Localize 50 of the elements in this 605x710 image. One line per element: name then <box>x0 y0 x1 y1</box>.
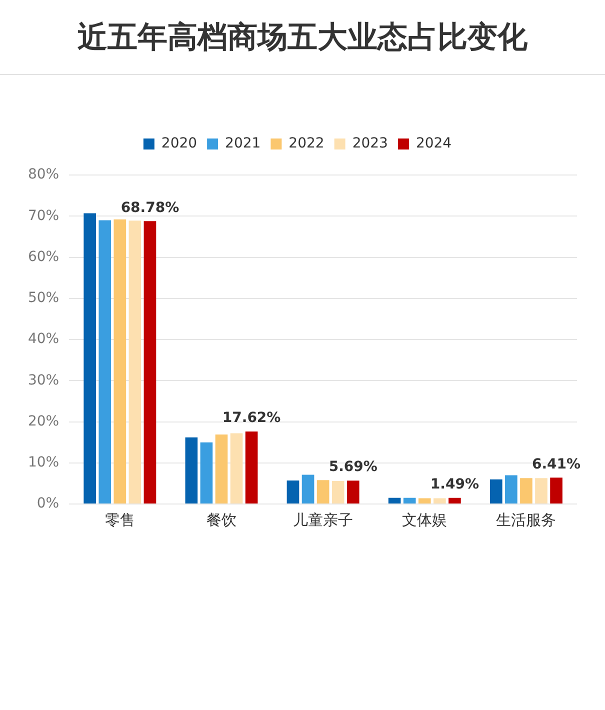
x-tick-label: 餐饮 <box>206 510 236 529</box>
data-label: 6.41% <box>532 456 581 472</box>
y-tick-label: 50% <box>28 290 60 306</box>
bar <box>403 498 416 504</box>
bar <box>535 478 548 504</box>
data-label: 1.49% <box>430 476 479 493</box>
chart-title: 近五年高档商场五大业态占比变化 <box>78 18 528 56</box>
bar <box>215 434 228 504</box>
legend-label: 2021 <box>225 136 261 152</box>
bar <box>520 478 532 504</box>
data-label: 17.62% <box>222 410 281 426</box>
bar <box>185 437 198 504</box>
bar <box>505 475 518 504</box>
bar <box>434 498 446 504</box>
bar <box>418 498 431 504</box>
bar <box>114 219 126 504</box>
bar <box>316 480 330 504</box>
x-tick-label: 文体娱 <box>402 510 448 529</box>
y-tick-label: 20% <box>28 413 60 430</box>
bar <box>84 213 96 504</box>
bar <box>490 479 502 504</box>
y-tick-label: 10% <box>28 454 60 471</box>
legend-label: 2024 <box>416 136 452 152</box>
bar <box>332 480 344 504</box>
legend-label: 2020 <box>161 136 198 152</box>
y-tick-label: 30% <box>28 372 60 388</box>
bar <box>302 474 314 504</box>
bar <box>448 498 461 504</box>
bar <box>346 480 360 504</box>
bar <box>388 498 401 504</box>
bar <box>200 442 213 504</box>
bar <box>144 221 156 504</box>
x-tick-label: 生活服务 <box>496 510 556 529</box>
bar <box>98 220 112 504</box>
x-tick-label: 儿童亲子 <box>293 510 354 529</box>
y-tick-label: 80% <box>28 166 60 183</box>
legend-label: 2022 <box>288 136 324 152</box>
bar <box>245 432 258 504</box>
data-label: 68.78% <box>120 200 180 216</box>
y-tick-label: 60% <box>28 248 60 265</box>
y-tick-label: 0% <box>36 496 60 512</box>
bar <box>230 433 243 504</box>
legend-label: 2023 <box>352 136 388 152</box>
y-tick-label: 70% <box>28 208 60 224</box>
bar <box>550 478 562 504</box>
y-tick-label: 40% <box>28 331 60 348</box>
bar <box>128 220 142 504</box>
bar <box>286 480 300 504</box>
data-label: 5.69% <box>328 459 378 476</box>
x-tick-label: 零售 <box>104 510 135 529</box>
